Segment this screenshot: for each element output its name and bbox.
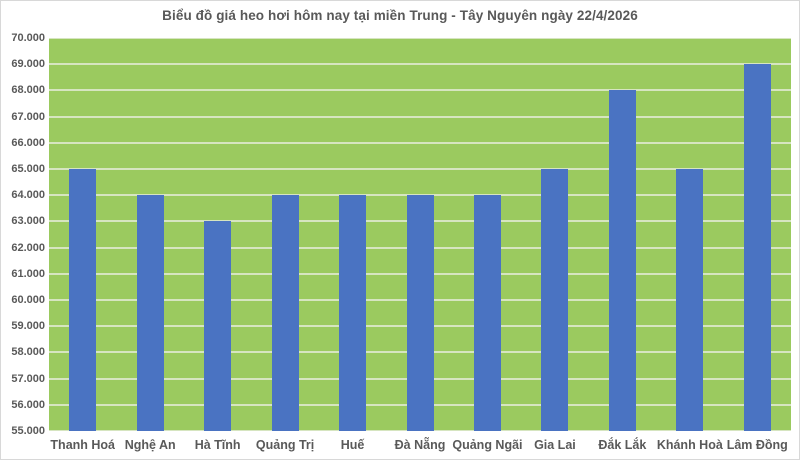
bar-Lâm Đồng (743, 64, 771, 431)
x-axis-label: Lâm Đồng (726, 438, 788, 452)
x-axis-label: Huế (340, 438, 365, 452)
bar-Quảng Trị (271, 195, 299, 431)
y-axis-tick-label: 67.000 (11, 110, 45, 123)
x-axis-label: Thanh Hoá (50, 438, 116, 452)
x-axis-label: Quảng Ngãi (452, 438, 523, 452)
bar-Quảng Ngãi (473, 195, 501, 431)
x-axis-label: Đắk Lắk (598, 438, 647, 452)
y-axis-tick-label: 65.000 (11, 163, 45, 175)
x-axis-label: Hà Tĩnh (194, 438, 241, 452)
y-axis-tick-label: 63.000 (11, 215, 45, 228)
plot-area (49, 38, 791, 431)
y-axis-tick-label: 64.000 (11, 189, 45, 202)
bar-Đà Nẵng (406, 195, 434, 431)
gridline (49, 141, 791, 144)
bar-Đắk Lắk (608, 90, 636, 431)
y-axis-tick-label: 68.000 (11, 84, 45, 97)
y-axis-tick-label: 58.000 (11, 346, 45, 359)
y-axis-tick-label: 57.000 (11, 372, 45, 385)
gridline (49, 194, 791, 197)
x-axis-label: Đà Nẵng (394, 438, 446, 452)
y-axis-tick-label: 69.000 (11, 58, 45, 71)
y-axis-tick-label: 56.000 (11, 398, 45, 411)
y-axis-tick-label: 62.000 (11, 241, 45, 254)
gridline (49, 63, 791, 66)
y-axis-tick-label: 55.000 (11, 425, 45, 437)
y-axis-tick-label: 61.000 (11, 267, 45, 280)
gridline (49, 89, 791, 92)
x-axis-label: Gia Lai (534, 438, 576, 452)
x-axis-label: Khánh Hoà (656, 438, 723, 452)
x-axis-label: Quảng Trị (255, 438, 315, 452)
y-axis: 55.000 56.000 57.000 58.000 59.000 60.000 61.0… (1, 1, 45, 459)
bar-Nghệ An (136, 195, 164, 431)
y-axis-tick-label: 60.000 (11, 294, 45, 306)
gridline (49, 38, 791, 39)
bar-Hà Tĩnh (204, 221, 232, 431)
bar-Huế (339, 195, 367, 431)
chart-title: Biểu đồ giá heo hơi hôm nay tại miền Tru… (162, 8, 638, 23)
x-axis-label: Nghệ An (124, 438, 176, 452)
bar-Khánh Hoà (676, 169, 704, 431)
bar-Gia Lai (541, 169, 569, 431)
gridline (49, 115, 791, 118)
y-axis-tick-label: 59.000 (11, 320, 45, 333)
gridline (49, 168, 791, 170)
y-axis-tick-label: 70.000 (11, 32, 45, 44)
x-axis: Thanh Hoá Nghệ An Hà Tĩnh Quảng Trị Huế Đà Nẵ… (1, 431, 799, 459)
bar-Thanh Hoá (69, 169, 97, 431)
y-axis-tick-label: 66.000 (11, 136, 45, 149)
